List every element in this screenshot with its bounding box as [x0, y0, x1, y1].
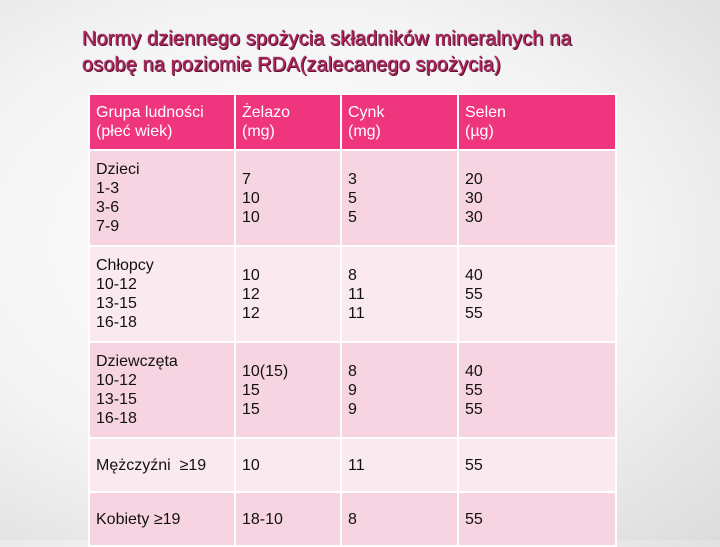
cell-line: 9 [348, 381, 357, 399]
header-selenium-line-2: (µg) [465, 123, 494, 140]
cell-line: 3 [348, 170, 357, 188]
cell-line: 40 [465, 266, 483, 284]
cell-selenium: 20 30 30 [457, 149, 617, 247]
cell-line: 10 [242, 456, 260, 474]
header-iron: Żelazo (mg) [234, 93, 342, 151]
cell-line: 10 [242, 189, 260, 207]
header-group-line-2: (płeć wiek) [96, 123, 173, 140]
slide-title-line-1: Normy dziennego spożycia składników mine… [82, 28, 572, 50]
cell-line: 55 [465, 400, 483, 418]
slide-title: Normy dziennego spożycia składników mine… [82, 26, 682, 78]
cell-line: 7-9 [96, 218, 120, 235]
cell-line: 9 [348, 400, 357, 418]
table-row-men: Mężczyźni ≥19 10 11 55 [88, 437, 617, 493]
header-zinc-line-2: (mg) [348, 123, 381, 140]
cell-iron: 7 10 10 [234, 149, 342, 247]
cell-line: 8 [348, 510, 357, 528]
cell-line: 10-12 [96, 276, 137, 293]
cell-line: 10 [242, 208, 260, 226]
cell-line: 8 [348, 362, 357, 380]
cell-line: 30 [465, 189, 483, 207]
table-header-row: Grupa ludności (płeć wiek) Żelazo (mg) C… [88, 93, 617, 151]
cell-line: 5 [348, 189, 357, 207]
cell-line: 55 [465, 456, 483, 474]
cell-group: Mężczyźni ≥19 [88, 437, 236, 493]
cell-line: 55 [465, 304, 483, 322]
cell-line: 1-3 [96, 180, 120, 197]
cell-line: Dziewczęta [96, 353, 178, 370]
cell-line: Dzieci [96, 161, 140, 178]
cell-line: 13-15 [96, 295, 137, 312]
header-zinc: Cynk (mg) [340, 93, 459, 151]
cell-selenium: 55 [457, 491, 617, 547]
cell-line: 40 [465, 362, 483, 380]
cell-group: Dzieci 1-3 3-6 7-9 [88, 149, 236, 247]
cell-line: 15 [242, 400, 260, 418]
cell-zinc: 8 11 11 [340, 245, 459, 343]
cell-iron: 10 [234, 437, 342, 493]
table-row-children: Dzieci 1-3 3-6 7-9 7 10 10 3 5 5 20 30 3… [88, 149, 617, 247]
header-group-line-1: Grupa ludności [96, 104, 204, 121]
cell-line: 3-6 [96, 199, 120, 216]
cell-selenium: 55 [457, 437, 617, 493]
cell-line: 10 [242, 266, 260, 284]
cell-iron: 18-10 [234, 491, 342, 547]
rda-table: Grupa ludności (płeć wiek) Żelazo (mg) C… [88, 93, 617, 547]
table-row-women: Kobiety ≥19 18-10 8 55 [88, 491, 617, 547]
cell-line: Chłopcy [96, 257, 154, 274]
cell-selenium: 40 55 55 [457, 341, 617, 439]
cell-line: 11 [348, 304, 365, 322]
cell-line: 13-15 [96, 391, 137, 408]
slide-title-line-2: osobę na poziomie RDA(zalecanego spożyci… [82, 54, 501, 76]
cell-zinc: 3 5 5 [340, 149, 459, 247]
cell-zinc: 11 [340, 437, 459, 493]
cell-line: Mężczyźni ≥19 [96, 456, 207, 474]
cell-line: Kobiety ≥19 [96, 510, 181, 528]
cell-line: 11 [348, 285, 365, 303]
cell-line: 11 [348, 456, 365, 474]
header-selenium: Selen (µg) [457, 93, 617, 151]
cell-group: Dziewczęta 10-12 13-15 16-18 [88, 341, 236, 439]
cell-line: 20 [465, 170, 483, 188]
cell-line: 18-10 [242, 510, 283, 528]
cell-selenium: 40 55 55 [457, 245, 617, 343]
cell-line: 55 [465, 381, 483, 399]
header-group: Grupa ludności (płeć wiek) [88, 93, 236, 151]
cell-line: 10-12 [96, 372, 137, 389]
table-row-boys: Chłopcy 10-12 13-15 16-18 10 12 12 8 11 … [88, 245, 617, 343]
cell-iron: 10(15) 15 15 [234, 341, 342, 439]
header-iron-line-2: (mg) [242, 123, 275, 140]
table-row-girls: Dziewczęta 10-12 13-15 16-18 10(15) 15 1… [88, 341, 617, 439]
cell-zinc: 8 9 9 [340, 341, 459, 439]
cell-line: 15 [242, 381, 260, 399]
cell-iron: 10 12 12 [234, 245, 342, 343]
cell-zinc: 8 [340, 491, 459, 547]
cell-line: 5 [348, 208, 357, 226]
header-iron-line-1: Żelazo [242, 104, 291, 121]
cell-group: Chłopcy 10-12 13-15 16-18 [88, 245, 236, 343]
cell-line: 16-18 [96, 410, 137, 427]
cell-line: 8 [348, 266, 357, 284]
cell-line: 16-18 [96, 314, 137, 331]
cell-line: 55 [465, 285, 483, 303]
cell-group: Kobiety ≥19 [88, 491, 236, 547]
cell-line: 7 [242, 170, 251, 188]
header-zinc-line-1: Cynk [348, 104, 385, 121]
cell-line: 12 [242, 285, 260, 303]
cell-line: 30 [465, 208, 483, 226]
cell-line: 12 [242, 304, 260, 322]
cell-line: 55 [465, 510, 483, 528]
header-selenium-line-1: Selen [465, 104, 506, 121]
cell-line: 10(15) [242, 362, 289, 380]
